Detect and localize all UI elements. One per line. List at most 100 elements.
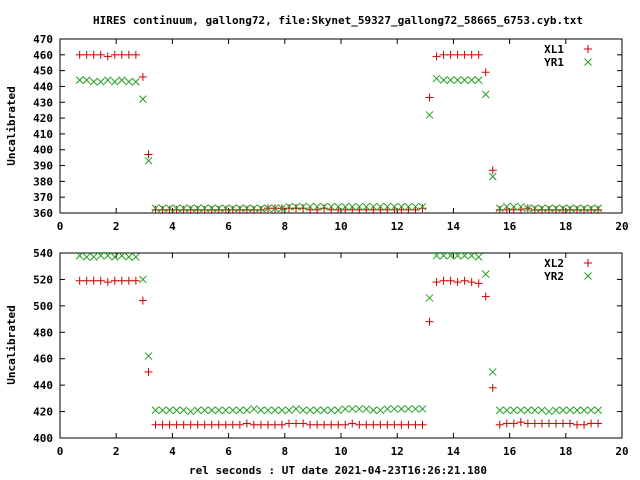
data-point (453, 76, 462, 84)
data-point (277, 420, 286, 429)
data-point (200, 406, 209, 415)
data-point (580, 406, 588, 415)
x-tick-label: 0 (57, 445, 64, 458)
data-point (460, 251, 469, 260)
data-point (566, 406, 574, 415)
legend-marker (584, 58, 592, 66)
data-point (341, 420, 350, 429)
data-point (250, 405, 258, 413)
data-point (320, 406, 328, 415)
data-point (488, 368, 497, 376)
data-point (559, 406, 567, 415)
data-point (89, 276, 98, 285)
legend-label: YR1 (544, 56, 564, 69)
data-point (313, 202, 321, 211)
legend-marker (584, 272, 592, 280)
data-point (235, 205, 244, 214)
data-point (467, 278, 476, 287)
data-point (257, 204, 265, 213)
data-point (132, 77, 140, 86)
x-tick-label: 4 (169, 220, 176, 233)
data-point (193, 205, 202, 214)
data-point (334, 406, 343, 415)
data-point (587, 419, 596, 428)
data-point (474, 253, 483, 261)
data-point (292, 204, 301, 213)
y-tick-label: 370 (33, 191, 53, 204)
data-point (292, 419, 301, 428)
data-point (235, 204, 244, 213)
data-point (124, 253, 133, 261)
data-point (418, 405, 427, 413)
data-point (348, 405, 357, 413)
data-point (139, 275, 147, 284)
data-point (411, 420, 420, 429)
data-point (439, 276, 448, 285)
data-point (573, 406, 581, 415)
y-tick-label: 500 (33, 300, 53, 313)
data-point (453, 278, 462, 287)
data-point (369, 202, 378, 211)
data-point (299, 202, 307, 211)
data-point (587, 204, 595, 213)
data-point (320, 204, 329, 213)
series-yr2 (75, 251, 602, 416)
data-point (580, 420, 589, 429)
data-point (418, 202, 427, 211)
data-point (256, 420, 265, 429)
data-point (509, 406, 518, 415)
data-point (558, 205, 567, 214)
data-point (285, 419, 294, 428)
data-point (411, 405, 420, 413)
y-tick-label: 400 (33, 432, 53, 445)
data-point (207, 204, 216, 213)
data-point (545, 407, 553, 416)
data-point (495, 420, 504, 429)
data-point (165, 420, 174, 429)
data-point (481, 90, 490, 99)
data-point (228, 205, 237, 214)
data-point (320, 202, 328, 211)
data-point (516, 202, 525, 211)
x-tick-label: 8 (281, 445, 288, 458)
data-point (117, 251, 126, 260)
data-point (439, 50, 448, 59)
data-point (138, 72, 147, 81)
data-point (341, 202, 350, 211)
data-point (243, 204, 251, 213)
data-point (165, 205, 174, 214)
data-point (228, 204, 237, 213)
data-point (144, 367, 153, 376)
legend-label: XL1 (544, 43, 564, 56)
data-point (594, 204, 602, 213)
data-point (566, 419, 575, 428)
data-point (594, 406, 602, 415)
data-point (221, 205, 230, 214)
data-point (75, 276, 84, 285)
data-point (369, 406, 378, 415)
data-point (214, 420, 223, 429)
data-point (299, 419, 308, 428)
data-point (348, 202, 357, 211)
data-point (214, 204, 223, 213)
data-point (89, 77, 98, 86)
data-point (299, 406, 307, 415)
data-point (110, 276, 119, 285)
data-point (158, 204, 167, 213)
data-point (545, 204, 553, 213)
data-point (278, 406, 286, 415)
legend-marker (584, 259, 592, 267)
y-tick-label: 430 (33, 96, 53, 109)
data-point (207, 420, 216, 429)
data-point (117, 50, 126, 59)
data-point (425, 294, 434, 302)
data-point (172, 205, 181, 214)
data-point (82, 253, 91, 261)
data-point (138, 296, 147, 305)
data-point (460, 76, 469, 84)
data-point (334, 420, 343, 429)
data-point (144, 352, 153, 360)
data-point (221, 204, 230, 213)
data-point (207, 205, 216, 214)
